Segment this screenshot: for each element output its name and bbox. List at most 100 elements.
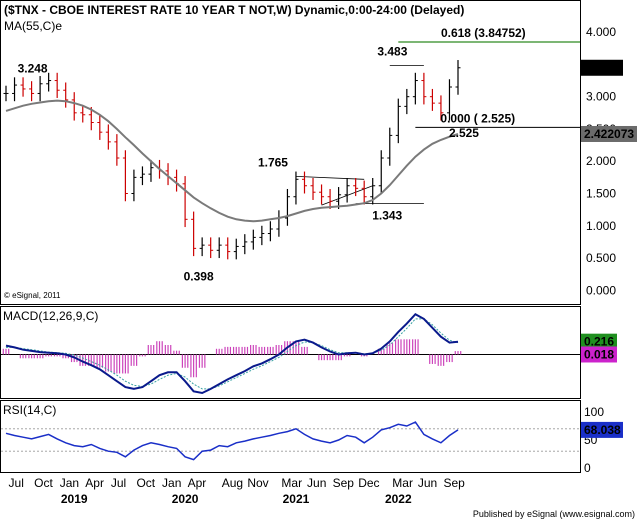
rsi-line [5,421,459,461]
price-bar [208,237,214,259]
price-bar [46,72,52,92]
price-bar [301,171,307,194]
rsi-tick-label: 0 [584,461,591,475]
price-bar [387,127,393,166]
current-price-label: 3.448 [581,59,623,76]
chart-title: ($TNX - CBOE INTEREST RATE 10 YEAR T NOT… [4,3,464,17]
x-month-label: Jul [9,476,24,490]
price-bar [336,187,342,209]
macd-hist-value-label: 0.018 [581,346,617,363]
price-tick-label: 2.000 [586,154,616,168]
macd-signal-line [6,318,459,390]
x-month-label: Apr [85,476,104,490]
price-bar [344,178,350,203]
rsi-value-label: 68.038 [581,421,623,438]
x-month-label: Mar [281,476,302,490]
ma-55-line [5,99,459,223]
footer-credit: Published by eSignal (www.esignal.com) [473,509,635,519]
price-tick-label: 0.500 [586,251,616,265]
x-month-label: Mar [392,476,413,490]
price-bar [327,188,333,209]
annotation-label: 3.248 [18,62,48,76]
rsi-value-label-text: 68.038 [584,423,621,437]
price-bar [199,237,205,257]
price-bar [293,171,299,205]
price-bar [310,178,316,200]
current-ma-label: 2.422073 [581,125,637,142]
price-bar [250,229,256,250]
price-tick-label: 3.000 [586,90,616,104]
price-bar [80,105,86,123]
price-bar [3,85,9,102]
x-month-label: Nov [247,476,268,490]
x-year-label: 2021 [283,492,310,506]
price-bar [114,134,120,166]
x-month-label: Jun [307,476,326,490]
esignal-watermark: © eSignal, 2011 [4,291,61,300]
price-bar [455,60,461,95]
x-month-label: Jun [418,476,437,490]
price-bar [71,92,77,121]
x-month-label: Apr [188,476,207,490]
price-bar [353,178,359,197]
rsi-panel-frame [0,400,581,473]
price-bar [63,82,69,108]
annotation-label: 1.343 [372,209,402,223]
x-month-label: Oct [136,476,155,490]
price-panel-frame [0,0,581,305]
price-bar [97,114,103,140]
annotation-label: 3.483 [377,45,407,59]
price-bar [233,238,239,260]
current-ma-label-text: 2.422073 [584,127,634,141]
price-tick-label: 0.000 [586,283,616,297]
price-bar [404,88,410,115]
price-bar [182,176,188,228]
x-year-label: 2020 [172,492,199,506]
price-bar [139,166,145,186]
price-bar [29,81,35,102]
price-bar [438,95,444,121]
annotation-label: 1.765 [258,155,288,169]
x-month-label: Jan [60,476,79,490]
macd-title: MACD(12,26,9,C) [3,309,98,323]
annotation-label: 0.398 [184,270,214,284]
macd-line [5,312,459,395]
price-bar [216,237,222,259]
macd-value-label: 0.216 [581,333,617,350]
rsi-tick-label: 100 [584,405,604,419]
price-bar [412,72,418,105]
price-bar [12,77,18,102]
price-tick-label: 1.000 [586,219,616,233]
x-month-label: Jan [162,476,181,490]
x-month-label: Dec [358,476,379,490]
price-bar [319,184,325,205]
x-year-label: 2022 [385,492,412,506]
price-bar [225,237,231,260]
price-bar [421,72,427,105]
price-bar [131,169,137,202]
price-bar [267,221,273,242]
price-bar [122,150,128,202]
price-bar [284,188,290,226]
rsi-title: RSI(14,C) [3,403,56,417]
price-bar [259,225,265,246]
price-bar [446,79,452,121]
x-month-label: Sep [333,476,355,490]
price-bar [105,124,111,150]
price-tick-label: 4.000 [586,25,616,39]
annotation-label: 0.000 ( 2.525) [440,111,515,125]
x-month-label: Aug [222,476,243,490]
price-bar [88,107,94,131]
current-price-label-text: 3.448 [584,61,614,75]
price-bar [242,234,248,255]
annotation-label: 2.525 [449,126,479,140]
ma-label: MA(55,C)e [4,19,62,33]
price-bar [429,88,435,111]
price-bar [361,180,367,205]
x-month-label: Sep [443,476,465,490]
x-year-label: 2019 [61,492,88,506]
price-bar [148,159,154,182]
macd-value-label-text: 0.216 [584,335,614,349]
price-bar [37,76,43,102]
